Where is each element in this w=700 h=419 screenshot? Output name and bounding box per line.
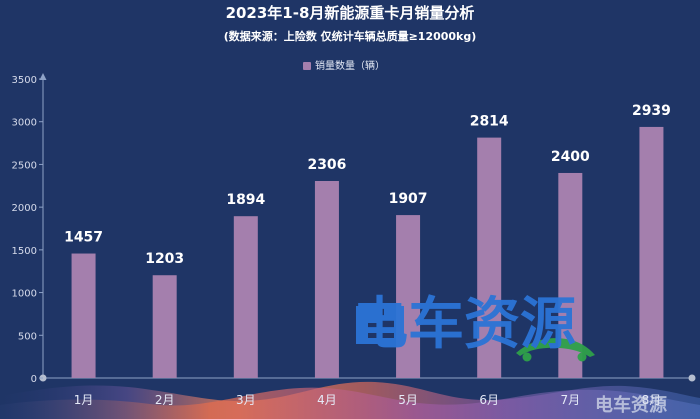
x-tick-label-7: 7月 (560, 393, 580, 407)
bar-2[interactable] (152, 275, 177, 378)
bar-5[interactable] (396, 215, 421, 378)
watermark-text: 电车资源 (352, 292, 576, 357)
y-tick-label-3: 1500 (12, 246, 37, 257)
watermark-wheel-right-icon (577, 352, 587, 362)
bar-8[interactable] (639, 126, 664, 378)
chart-subtitle: (数据来源：上险数 仅统计车辆总质量≥12000kg) (224, 29, 477, 43)
bar-3[interactable] (233, 216, 258, 378)
x-tick-label-2: 2月 (155, 393, 175, 407)
watermark-logo: 电车资源 (352, 292, 595, 362)
bar-1[interactable] (71, 253, 96, 378)
y-tick-label-7: 3500 (12, 75, 37, 86)
y-tick-label-5: 2500 (12, 160, 37, 171)
legend-label[interactable]: 销量数量（辆） (315, 59, 385, 72)
y-tick-label-2: 1000 (12, 289, 37, 300)
y-tick-label-0: 0 (31, 374, 37, 385)
data-label-4: 2306 (307, 157, 346, 173)
chart-title: 2023年1-8月新能源重卡月销量分析 (226, 4, 475, 22)
x-tick-label-5: 5月 (398, 393, 418, 407)
x-tick-label-6: 6月 (479, 393, 499, 407)
data-label-7: 2400 (551, 149, 590, 165)
corner-watermark: 电车资源 (595, 394, 667, 416)
watermark-wheel-left-icon (522, 352, 532, 362)
bottom-wave-front (0, 387, 700, 419)
y-tick-label-6: 3000 (12, 118, 37, 129)
y-tick-label-1: 500 (18, 331, 37, 342)
data-label-5: 1907 (389, 191, 428, 207)
watermark-car-icon (516, 338, 595, 357)
data-label-6: 2814 (470, 114, 509, 130)
watermark-plug-icon (356, 306, 404, 344)
data-label-3: 1894 (226, 192, 265, 208)
bar-4[interactable] (314, 181, 339, 378)
data-label-1: 1457 (64, 230, 103, 246)
data-label-2: 1203 (145, 251, 184, 267)
x-tick-label-8: 8月 (642, 393, 662, 407)
y-axis-arrow (39, 73, 47, 80)
bar-6[interactable] (477, 137, 502, 378)
x-axis-end-dot (688, 374, 696, 382)
y-tick-label-4: 2000 (12, 203, 37, 214)
x-tick-label-3: 3月 (236, 393, 256, 407)
legend-swatch[interactable] (303, 62, 311, 70)
x-tick-label-4: 4月 (317, 393, 337, 407)
data-label-8: 2939 (632, 103, 671, 119)
x-tick-label-1: 1月 (74, 393, 94, 407)
